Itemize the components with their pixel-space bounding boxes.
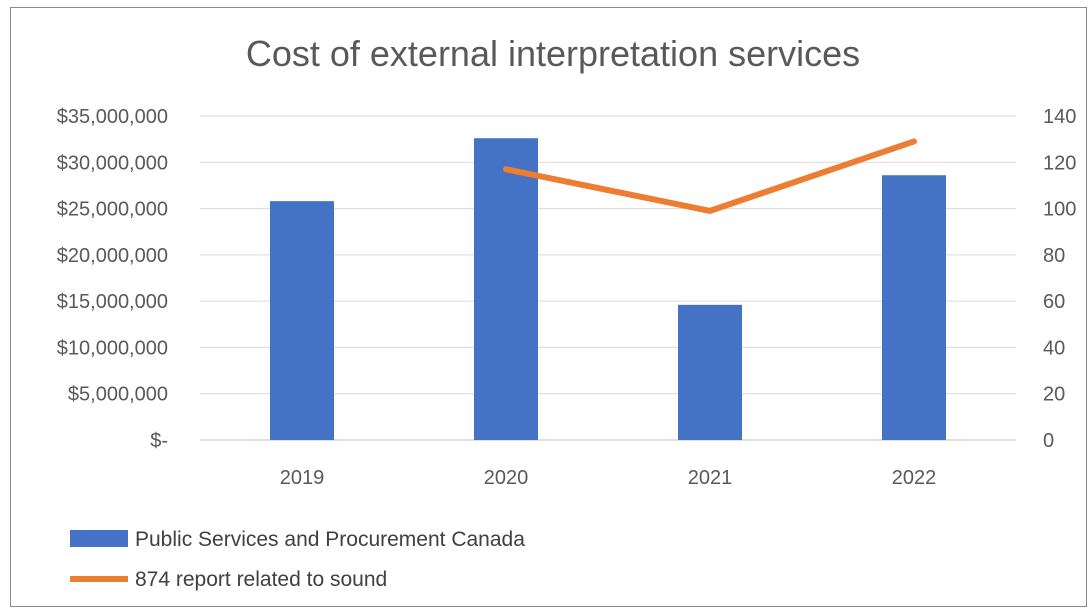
right-tick-label: 60 [1043,291,1065,313]
right-tick-label: 40 [1043,337,1065,359]
left-tick-label: $10,000,000 [57,337,168,359]
right-tick-label: 140 [1043,106,1076,128]
left-tick-label: $25,000,000 [57,199,168,221]
x-tick-label: 2021 [688,467,733,489]
right-tick-label: 20 [1043,384,1065,406]
left-tick-label: $30,000,000 [57,152,168,174]
left-axis-ticks: $- $5,000,000 $10,000,000 $15,000,000 $20,00… [57,106,168,452]
line-series [503,138,917,214]
legend-label-bar: Public Services and Procurement Canada [135,528,525,551]
x-tick-label: 2019 [280,467,325,489]
bar [678,304,742,440]
right-tick-label: 100 [1043,199,1076,221]
bar-series [270,138,946,440]
right-tick-label: 120 [1043,152,1076,174]
chart-title: Cost of external interpretation services [246,33,860,74]
left-tick-label: $15,000,000 [57,291,168,313]
left-tick-label: $- [150,430,168,452]
legend-swatch-bar [70,530,128,547]
x-axis-ticks: 2019 2020 2021 2022 [280,467,937,489]
right-tick-label: 0 [1043,430,1054,452]
bar [270,201,334,440]
legend: Public Services and Procurement Canada 8… [70,528,525,591]
series-line [503,138,917,214]
bar [474,138,538,440]
right-axis-ticks: 0 20 40 60 80 100 120 140 [1043,106,1076,452]
gridlines [200,115,1016,441]
left-tick-label: $5,000,000 [68,384,168,406]
bar [882,175,946,440]
left-tick-label: $20,000,000 [57,245,168,267]
x-tick-label: 2022 [892,467,937,489]
legend-label-line: 874 report related to sound [135,568,387,591]
x-tick-label: 2020 [484,467,529,489]
left-tick-label: $35,000,000 [57,106,168,128]
right-tick-label: 80 [1043,245,1065,267]
